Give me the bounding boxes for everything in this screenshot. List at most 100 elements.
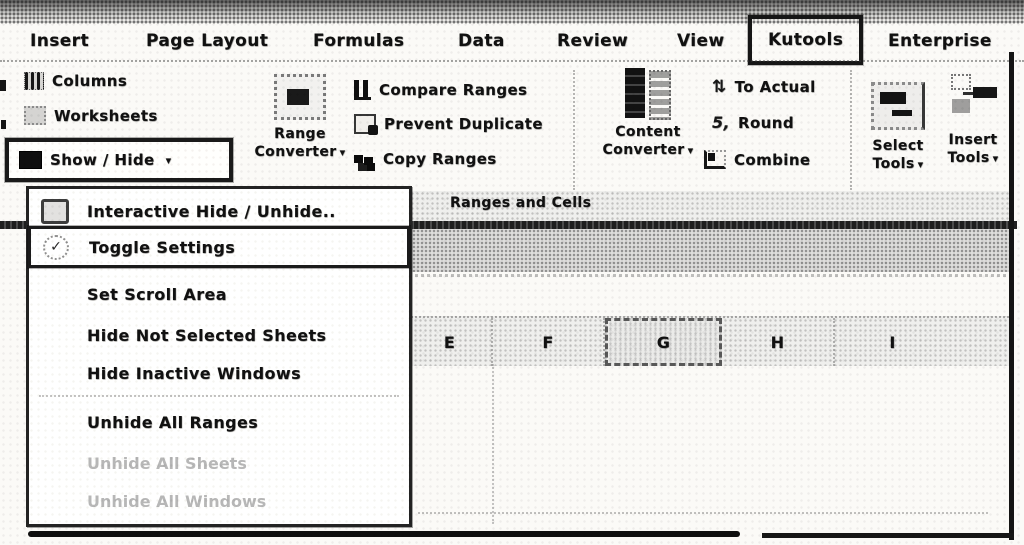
tab-page-layout[interactable]: Page Layout xyxy=(146,31,269,51)
menu-item-label: Unhide All Ranges xyxy=(87,412,259,432)
tab-formulas[interactable]: Formulas xyxy=(313,31,405,51)
columns-icon xyxy=(24,72,44,90)
insert-tools-button[interactable]: Insert Tools ▾ xyxy=(938,74,1008,168)
tab-insert[interactable]: Insert xyxy=(30,31,89,51)
compare-ranges-icon xyxy=(354,80,371,100)
column-header-f[interactable]: F xyxy=(493,318,605,366)
content-converter-label-1: Content xyxy=(615,124,681,140)
menu-separator xyxy=(39,395,399,397)
insert-tools-label-1: Insert xyxy=(948,132,998,148)
worksheets-button[interactable]: Worksheets xyxy=(24,106,158,125)
group-separator xyxy=(573,70,575,190)
select-tools-icon xyxy=(871,82,925,130)
tab-view[interactable]: View xyxy=(677,31,725,51)
chevron-down-icon: ▾ xyxy=(917,157,924,171)
show-hide-dropdown-button[interactable]: Show / Hide ▾ xyxy=(5,138,233,182)
copy-ranges-button[interactable]: Copy Ranges xyxy=(354,150,497,168)
worksheets-icon xyxy=(24,106,46,125)
combine-icon xyxy=(704,150,726,169)
window-right-border xyxy=(1009,52,1014,540)
combine-button[interactable]: Combine xyxy=(704,150,810,169)
column-header-i[interactable]: I xyxy=(889,332,896,352)
group-separator xyxy=(850,70,852,190)
formula-bar-divider xyxy=(408,274,1012,277)
menu-item-hide-inactive-windows[interactable]: Hide Inactive Windows xyxy=(29,357,409,389)
menu-item-unhide-all-sheets-disabled: Unhide All Sheets xyxy=(29,447,409,479)
columns-label: Columns xyxy=(52,72,128,90)
show-hide-dropdown-menu: Interactive Hide / Unhide.. ✓ Toggle Set… xyxy=(26,186,412,527)
menu-item-label: Set Scroll Area xyxy=(87,284,227,304)
range-converter-label-1: Range xyxy=(274,126,326,142)
formula-bar-band xyxy=(408,229,1012,272)
chevron-down-icon: ▾ xyxy=(687,143,694,157)
select-tools-button[interactable]: Select Tools ▾ xyxy=(862,82,934,174)
insert-tools-label-2: Tools xyxy=(947,149,990,166)
tab-enterprise[interactable]: Enterprise xyxy=(888,31,992,51)
copy-ranges-label: Copy Ranges xyxy=(383,150,497,168)
scan-artifact xyxy=(0,80,6,91)
ribbon-group-label: Ranges and Cells xyxy=(450,195,592,211)
prevent-duplicate-label: Prevent Duplicate xyxy=(384,115,543,133)
select-tools-label-2: Tools xyxy=(872,155,915,172)
copy-ranges-icon xyxy=(354,155,363,163)
menu-item-unhide-all-ranges[interactable]: Unhide All Ranges xyxy=(29,405,409,439)
ribbon-bottom-border xyxy=(0,221,1017,229)
to-actual-icon: ⇅ xyxy=(712,76,727,97)
show-hide-label: Show / Hide xyxy=(50,151,155,169)
compare-ranges-label: Compare Ranges xyxy=(379,81,528,99)
tab-review[interactable]: Review xyxy=(557,31,629,51)
column-header-row: E F G H I xyxy=(408,316,1012,366)
range-converter-icon xyxy=(274,74,326,120)
round-icon: 5, xyxy=(712,113,731,132)
select-tools-label-1: Select xyxy=(872,138,924,154)
chevron-down-icon: ▾ xyxy=(339,145,346,159)
menu-item-label: Hide Inactive Windows xyxy=(87,363,302,383)
menu-item-unhide-all-windows-disabled: Unhide All Windows xyxy=(29,485,409,517)
tab-kutools-active[interactable]: Kutools xyxy=(748,15,864,65)
content-converter-button[interactable]: Content Converter ▾ xyxy=(592,66,704,160)
menu-item-label: Unhide All Sheets xyxy=(87,453,247,473)
round-button[interactable]: 5, Round xyxy=(712,114,794,132)
scan-top-shadow xyxy=(0,0,1024,24)
scan-artifact-line xyxy=(418,512,988,514)
content-converter-icon xyxy=(620,66,676,122)
range-converter-button[interactable]: Range Converter ▾ xyxy=(244,74,356,162)
menu-item-set-scroll-area[interactable]: Set Scroll Area xyxy=(29,279,409,309)
chevron-down-icon: ▾ xyxy=(992,151,999,165)
chevron-down-icon: ▾ xyxy=(165,153,172,167)
prevent-duplicate-button[interactable]: Prevent Duplicate xyxy=(354,114,543,135)
worksheet-area: E F G H I xyxy=(408,229,1012,533)
combine-label: Combine xyxy=(734,150,811,169)
to-actual-label: To Actual xyxy=(734,78,816,96)
column-header-g[interactable]: G xyxy=(605,318,722,366)
to-actual-button[interactable]: ⇅ To Actual xyxy=(712,78,816,96)
menu-item-label: Unhide All Windows xyxy=(87,491,267,511)
show-hide-icon xyxy=(19,151,42,169)
menu-item-hide-not-selected-sheets[interactable]: Hide Not Selected Sheets xyxy=(29,319,409,351)
menu-item-label: Toggle Settings xyxy=(89,237,236,257)
menu-item-label: Interactive Hide / Unhide.. xyxy=(87,201,336,221)
tab-data[interactable]: Data xyxy=(458,31,505,51)
menu-item-label: Hide Not Selected Sheets xyxy=(87,325,327,345)
worksheets-label: Worksheets xyxy=(54,106,158,125)
insert-tools-icon xyxy=(949,74,997,122)
toggle-settings-check-icon: ✓ xyxy=(43,234,69,260)
round-label: Round xyxy=(738,114,794,132)
range-converter-label-2: Converter xyxy=(254,143,337,160)
column-gridline xyxy=(492,364,494,524)
menu-item-toggle-settings[interactable]: ✓ Toggle Settings xyxy=(28,226,410,268)
scan-artifact xyxy=(1,120,6,129)
window-bottom-border xyxy=(762,533,1014,538)
ribbon-group-band: Ranges and Cells xyxy=(410,191,1012,221)
menu-item-interactive-hide-unhide[interactable]: Interactive Hide / Unhide.. xyxy=(29,195,409,227)
interactive-hide-icon xyxy=(41,198,69,224)
columns-button[interactable]: Columns xyxy=(24,72,127,90)
window-bottom-border xyxy=(28,531,740,537)
prevent-duplicate-icon xyxy=(354,114,378,135)
column-header-h[interactable]: H xyxy=(722,318,835,366)
content-converter-label-2: Converter xyxy=(602,141,685,158)
tabs-divider xyxy=(0,60,1024,62)
column-header-e[interactable]: E xyxy=(408,318,493,366)
compare-ranges-button[interactable]: Compare Ranges xyxy=(354,80,527,100)
